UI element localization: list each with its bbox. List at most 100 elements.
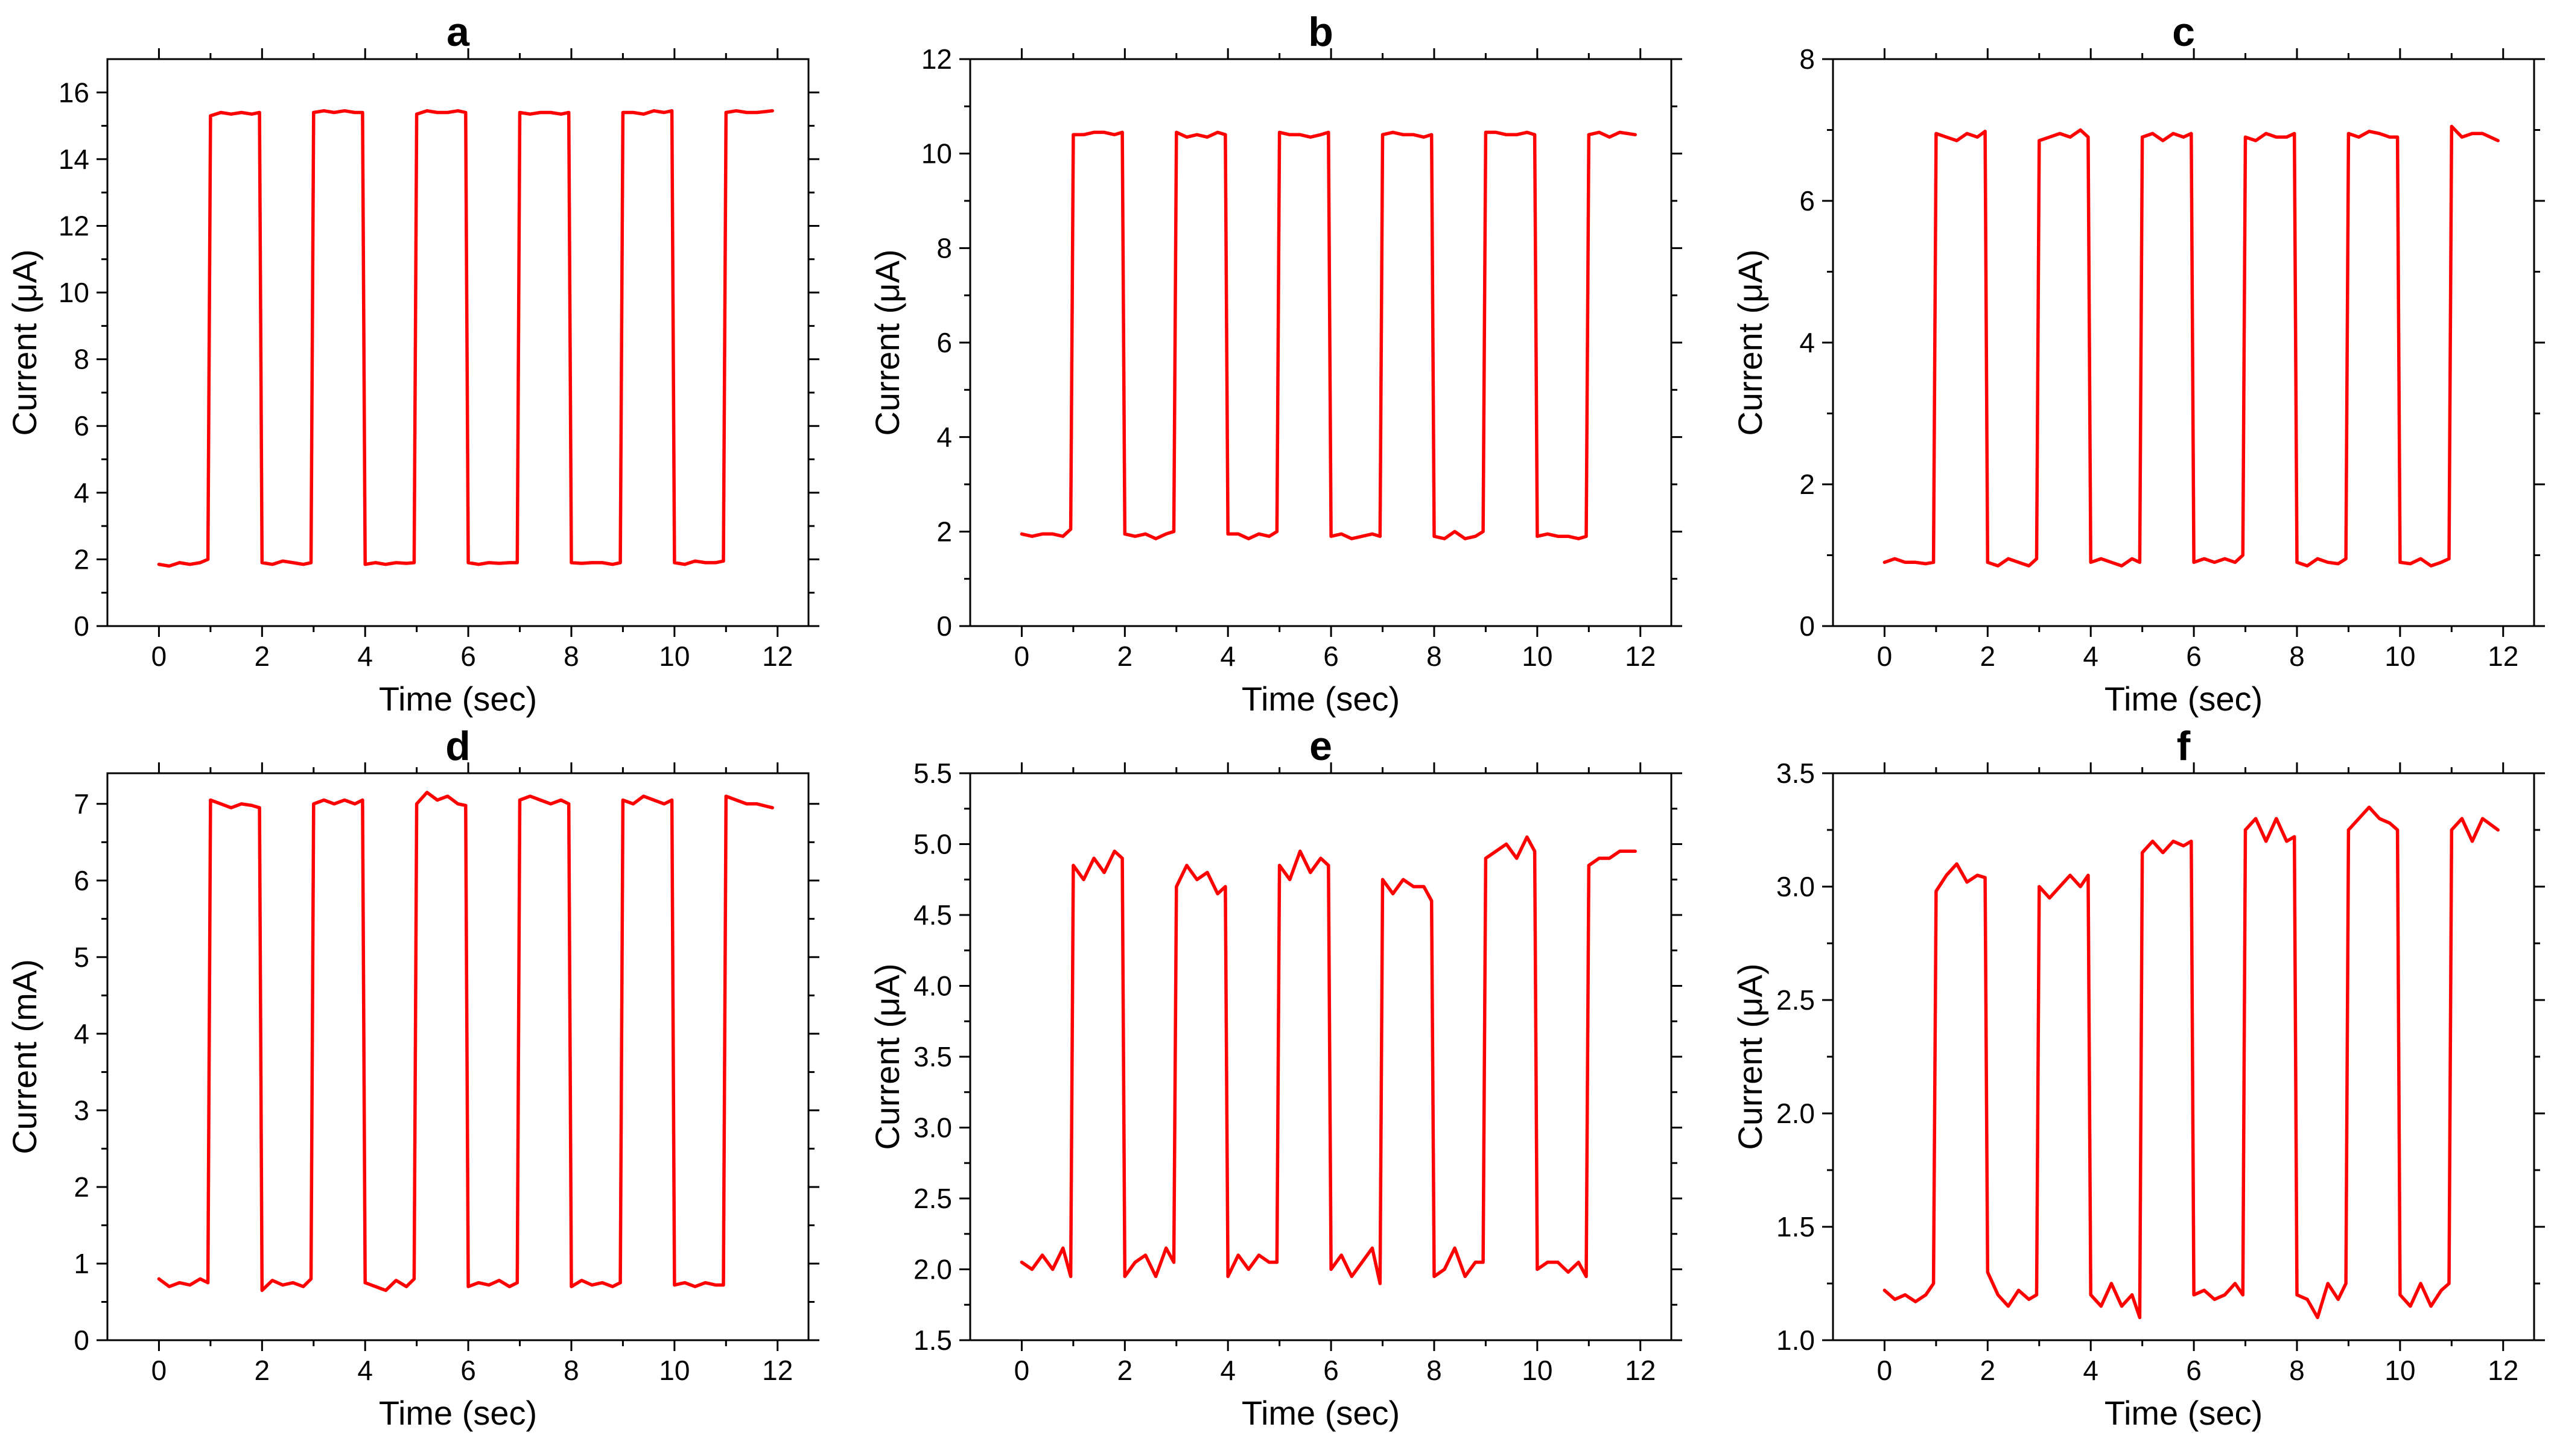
x-tick-label: 12 <box>1625 1355 1656 1386</box>
x-tick-label: 2 <box>255 641 270 672</box>
x-tick-label: 2 <box>1980 1355 1996 1386</box>
x-tick-label: 4 <box>2083 1355 2098 1386</box>
x-tick-label: 8 <box>1426 641 1442 672</box>
y-tick-label: 2.5 <box>913 1183 952 1214</box>
y-tick-label: 1.0 <box>1776 1325 1815 1356</box>
x-tick-label: 0 <box>1014 1355 1030 1386</box>
y-axis-label: Current (mA) <box>5 959 43 1154</box>
y-tick-label: 4 <box>74 477 89 508</box>
y-axis-label: Current (μA) <box>1731 963 1769 1150</box>
x-tick-label: 12 <box>2488 1355 2518 1386</box>
x-tick-label: 4 <box>2083 641 2098 672</box>
x-axis-label: Time (sec) <box>2105 680 2263 718</box>
y-tick-label: 3.0 <box>913 1112 952 1144</box>
x-tick-label: 12 <box>762 641 793 672</box>
panel-title: d <box>445 723 471 769</box>
panel-title: a <box>446 9 470 55</box>
x-tick-label: 0 <box>1877 641 1893 672</box>
y-tick-label: 6 <box>936 327 952 358</box>
y-tick-label: 16 <box>59 77 89 108</box>
x-tick-label: 0 <box>1877 1355 1893 1386</box>
x-axis-label: Time (sec) <box>379 1394 537 1432</box>
x-tick-label: 10 <box>2384 641 2415 672</box>
x-tick-label: 10 <box>1522 1355 1552 1386</box>
y-tick-label: 0 <box>74 1325 89 1356</box>
y-tick-label: 10 <box>59 277 89 308</box>
y-tick-label: 1 <box>74 1248 89 1279</box>
y-tick-label: 0 <box>74 610 89 642</box>
y-tick-label: 5.5 <box>913 758 952 789</box>
y-axis-label: Current (μA) <box>868 249 906 435</box>
y-tick-label: 5 <box>74 942 89 973</box>
y-tick-label: 6 <box>1799 185 1815 217</box>
y-tick-label: 4.5 <box>913 899 952 931</box>
x-tick-label: 6 <box>2186 641 2202 672</box>
y-tick-label: 12 <box>59 210 89 241</box>
y-tick-label: 7 <box>74 788 89 820</box>
panel-f: f 0 2 4 6 8 10 12 1.0 1.5 2.0 2.5 3.0 3.5 Time (sec) Cu… <box>1731 723 2545 1432</box>
y-tick-label: 4 <box>936 422 952 453</box>
y-tick-label: 3 <box>74 1095 89 1126</box>
x-tick-label: 0 <box>151 1355 167 1386</box>
x-tick-label: 8 <box>2289 1355 2305 1386</box>
x-tick-label: 4 <box>357 1355 373 1386</box>
x-tick-label: 12 <box>762 1355 793 1386</box>
y-tick-label: 4 <box>74 1018 89 1049</box>
y-tick-label: 1.5 <box>1776 1211 1815 1242</box>
x-axis-label: Time (sec) <box>1242 1394 1400 1432</box>
panel-a: a 0 2 4 6 8 10 12 0 2 4 6 8 10 12 14 16 Time (sec) Current… <box>5 9 819 718</box>
y-tick-label: 2.0 <box>1776 1098 1815 1129</box>
x-tick-label: 10 <box>659 641 690 672</box>
x-tick-label: 10 <box>659 1355 690 1386</box>
x-tick-label: 0 <box>151 641 167 672</box>
plot-frame <box>106 58 810 627</box>
y-tick-label: 10 <box>921 138 952 169</box>
x-tick-label: 12 <box>2488 641 2518 672</box>
x-tick-label: 8 <box>564 1355 579 1386</box>
x-tick-label: 4 <box>1220 1355 1236 1386</box>
panel-title: e <box>1309 723 1332 769</box>
plot-frame <box>969 58 1672 627</box>
y-tick-label: 1.5 <box>913 1325 952 1356</box>
x-tick-label: 12 <box>1625 641 1656 672</box>
y-tick-label: 4 <box>1799 327 1815 358</box>
panel-b: b 0 2 4 6 8 10 12 0 2 4 6 8 10 12 Time (sec) Current (μA… <box>868 9 1682 718</box>
panel-title: b <box>1308 9 1333 55</box>
y-tick-label: 12 <box>921 43 952 75</box>
y-tick-label: 2 <box>74 1171 89 1203</box>
x-tick-label: 6 <box>2186 1355 2202 1386</box>
series-line-d <box>157 791 774 1293</box>
panel-e: e 0 2 4 6 8 10 12 1.5 2.0 2.5 3.0 3.5 4.0 4.5 5.0 5.5 Tim… <box>868 723 1682 1432</box>
panel-title: c <box>2172 9 2195 55</box>
y-tick-label: 2 <box>936 516 952 547</box>
y-tick-label: 2 <box>74 543 89 575</box>
y-axis-label: Current (μA) <box>868 963 906 1150</box>
x-axis-label: Time (sec) <box>1242 680 1400 718</box>
y-axis-label: Current (μA) <box>1731 249 1769 435</box>
y-axis-label: Current (μA) <box>5 249 43 435</box>
x-tick-label: 10 <box>2384 1355 2415 1386</box>
panel-c: c 0 2 4 6 8 10 12 0 2 4 6 8 Time (sec) Current (μA) <box>1731 9 2545 718</box>
x-tick-label: 2 <box>1117 1355 1133 1386</box>
series-line-c <box>1882 124 2500 568</box>
y-tick-label: 4.0 <box>913 970 952 1002</box>
plot-frame <box>106 772 810 1341</box>
y-tick-label: 8 <box>74 344 89 375</box>
y-tick-label: 8 <box>936 232 952 264</box>
x-tick-label: 2 <box>1980 641 1996 672</box>
y-tick-label: 3.5 <box>913 1041 952 1072</box>
x-axis-label: Time (sec) <box>379 680 537 718</box>
y-tick-label: 5.0 <box>913 829 952 860</box>
x-tick-label: 4 <box>1220 641 1236 672</box>
y-tick-label: 2 <box>1799 469 1815 500</box>
y-tick-label: 6 <box>74 865 89 896</box>
y-tick-label: 0 <box>936 610 952 642</box>
x-tick-label: 6 <box>460 641 476 672</box>
x-tick-label: 6 <box>1323 641 1339 672</box>
plot-frame <box>1832 58 2535 627</box>
series-line-e <box>1020 835 1637 1285</box>
x-tick-label: 4 <box>357 641 373 672</box>
x-tick-label: 2 <box>1117 641 1133 672</box>
